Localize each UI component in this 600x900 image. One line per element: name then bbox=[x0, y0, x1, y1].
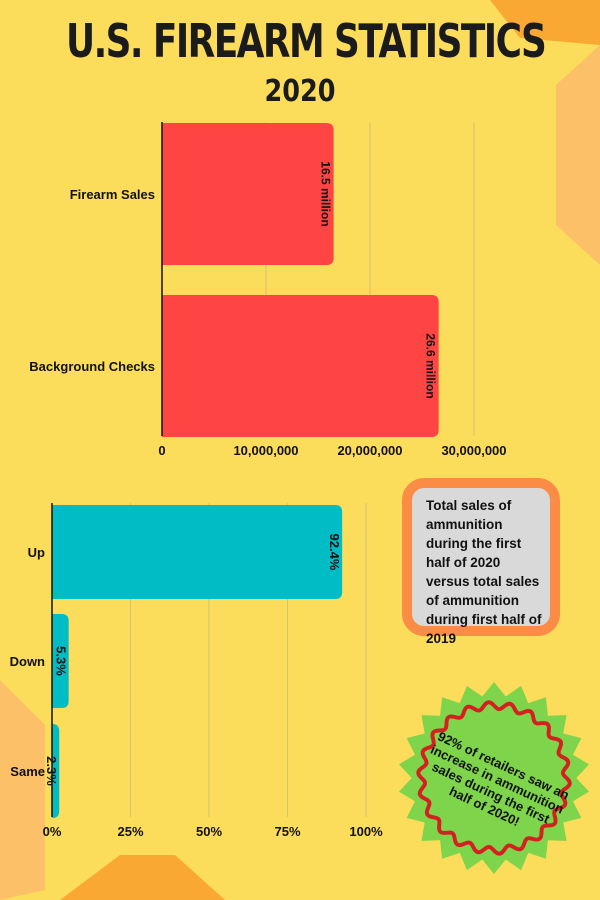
bar bbox=[52, 724, 60, 818]
data-label: 16.5 million bbox=[319, 161, 333, 226]
bar bbox=[52, 614, 69, 708]
note-box: Total sales of ammunition during the fir… bbox=[402, 478, 560, 646]
tick-label: 0 bbox=[158, 443, 165, 458]
data-label: 26.6 million bbox=[424, 333, 438, 398]
data-label: 5.3% bbox=[54, 646, 69, 676]
tick-label: 30,000,000 bbox=[441, 443, 506, 458]
bar bbox=[52, 505, 343, 599]
page-title: U.S. FIREARM STATISTICS bbox=[66, 14, 547, 68]
category-label: Same bbox=[10, 764, 45, 779]
tick-label: 50% bbox=[196, 824, 222, 839]
tick-label: 20,000,000 bbox=[337, 443, 402, 458]
data-label: 92.4% bbox=[327, 534, 342, 571]
bar bbox=[162, 295, 439, 437]
tick-label: 25% bbox=[117, 824, 143, 839]
category-label: Up bbox=[28, 545, 45, 560]
tick-label: 10,000,000 bbox=[233, 443, 298, 458]
tick-label: 0% bbox=[43, 824, 62, 839]
category-label: Background Checks bbox=[29, 359, 155, 374]
page-subtitle: 2020 bbox=[264, 74, 336, 109]
firearm-bar-chart: Firearm Sales 16.5 million Background Chec… bbox=[29, 122, 507, 458]
badge-ring bbox=[416, 700, 572, 856]
tick-label: 75% bbox=[274, 824, 300, 839]
bar bbox=[162, 123, 334, 265]
note-text: Total sales of ammunition during the fir… bbox=[426, 498, 542, 646]
tick-label: 100% bbox=[349, 824, 383, 839]
category-label: Down bbox=[10, 654, 45, 669]
category-label: Firearm Sales bbox=[70, 187, 155, 202]
badge-starburst bbox=[398, 681, 590, 875]
